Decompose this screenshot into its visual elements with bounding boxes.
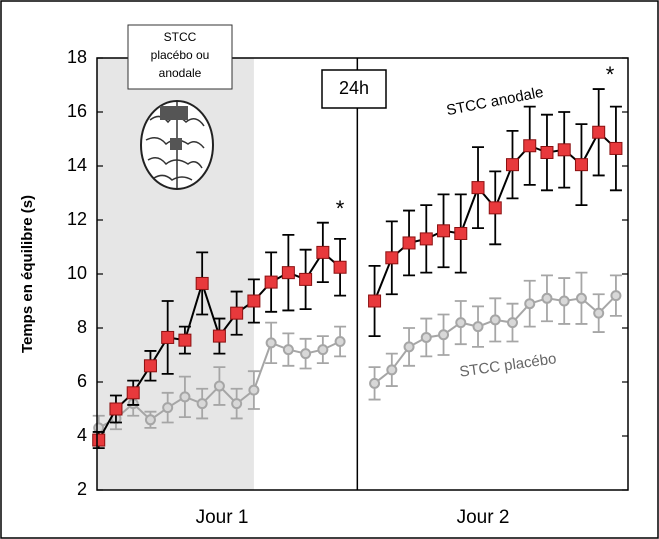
marker xyxy=(333,260,347,274)
marker xyxy=(92,433,106,447)
plot-frame xyxy=(96,57,629,491)
marker xyxy=(369,377,381,389)
marker xyxy=(506,317,518,329)
brain-icon xyxy=(140,100,214,190)
marker xyxy=(230,306,244,320)
marker xyxy=(455,317,467,329)
marker xyxy=(231,398,243,410)
marker xyxy=(557,143,571,157)
marker xyxy=(212,329,226,343)
marker xyxy=(247,294,261,308)
stim-box xyxy=(127,24,233,90)
marker xyxy=(316,245,330,259)
marker xyxy=(402,236,416,250)
y-tick-label: 10 xyxy=(67,263,87,283)
x-group-label: Jour 2 xyxy=(457,507,510,528)
delay-box xyxy=(321,69,387,109)
x-group-label: Jour 1 xyxy=(196,507,249,528)
y-tick-label: 16 xyxy=(67,101,87,121)
marker xyxy=(281,266,295,280)
y-tick-label: 8 xyxy=(77,317,87,337)
y-axis-label: Temps en équilibre (s) xyxy=(19,195,36,353)
marker xyxy=(575,292,587,304)
marker xyxy=(419,232,433,246)
marker xyxy=(143,359,157,373)
marker xyxy=(248,384,260,396)
marker xyxy=(178,333,192,347)
marker xyxy=(524,298,536,310)
y-tick-label: 2 xyxy=(77,479,87,499)
marker xyxy=(161,330,175,344)
marker xyxy=(558,295,570,307)
marker xyxy=(472,321,484,333)
marker xyxy=(438,329,450,341)
marker xyxy=(109,402,123,416)
marker xyxy=(196,398,208,410)
marker xyxy=(592,125,606,139)
marker xyxy=(282,344,294,356)
marker xyxy=(264,275,278,289)
marker xyxy=(488,201,502,215)
marker xyxy=(386,364,398,376)
significance-mark: * xyxy=(336,196,345,221)
marker xyxy=(93,422,105,434)
marker xyxy=(593,307,605,319)
marker xyxy=(540,146,554,159)
marker xyxy=(144,414,156,426)
significance-mark: * xyxy=(606,62,615,87)
y-tick-label: 4 xyxy=(77,425,87,445)
marker xyxy=(610,290,622,302)
marker xyxy=(368,294,382,308)
stim-label: placébo ou xyxy=(151,48,210,62)
marker xyxy=(403,341,415,353)
marker xyxy=(195,276,209,290)
marker xyxy=(162,402,174,414)
marker xyxy=(265,337,277,349)
marker xyxy=(505,158,519,172)
marker xyxy=(300,348,312,360)
marker xyxy=(126,386,140,400)
marker xyxy=(523,139,537,153)
marker xyxy=(179,391,191,403)
marker xyxy=(437,224,451,238)
marker xyxy=(541,292,553,304)
y-tick-label: 18 xyxy=(67,47,87,67)
marker xyxy=(454,227,468,240)
marker xyxy=(471,181,485,195)
marker xyxy=(609,141,623,155)
y-tick-label: 6 xyxy=(77,371,87,391)
marker xyxy=(574,158,588,172)
y-tick-label: 14 xyxy=(67,155,87,175)
y-tick-label: 12 xyxy=(67,209,87,229)
marker xyxy=(213,380,225,392)
delay-label: 24h xyxy=(339,78,369,98)
marker xyxy=(317,344,329,356)
marker xyxy=(385,251,399,265)
marker xyxy=(420,331,432,343)
stim-label: STCC xyxy=(164,30,197,44)
marker xyxy=(299,272,313,286)
stim-label: anodale xyxy=(159,66,202,80)
marker xyxy=(489,314,501,326)
marker xyxy=(334,336,346,347)
